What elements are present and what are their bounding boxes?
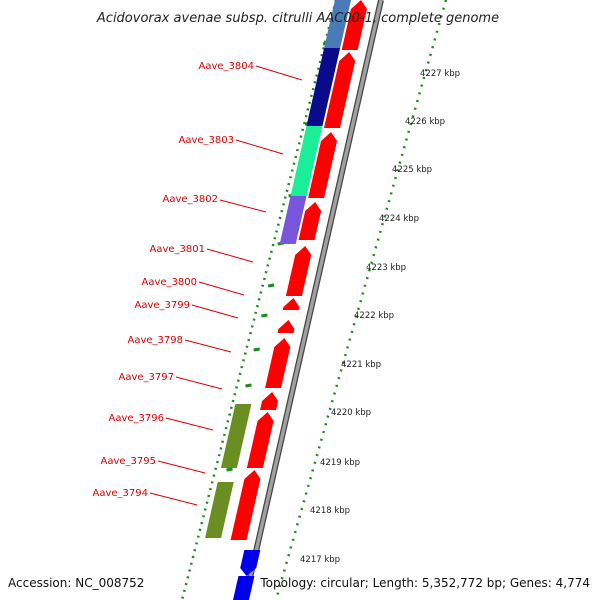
label-connector-6 [191,304,239,319]
forward-gene-2[interactable] [323,52,356,128]
kbp-label-4219: 4219 kbp [320,458,360,468]
gene-label-aave-3794[interactable]: Aave_3794 [93,488,149,499]
inner-tick-track [180,0,338,600]
forward-gene-6[interactable] [282,298,300,310]
feature-steelblue[interactable] [324,0,351,48]
label-connector-10 [157,460,206,474]
label-connector-9 [165,417,214,431]
forward-gene-8[interactable] [265,338,291,388]
forward-gene-11[interactable] [230,470,261,540]
kbp-label-4225: 4225 kbp [392,165,432,175]
kbp-label-4224: 4224 kbp [379,214,419,224]
label-connector-7 [184,339,232,353]
forward-gene-5[interactable] [285,246,312,296]
forward-gene-1[interactable] [341,0,367,50]
gene-label-aave-3798[interactable]: Aave_3798 [128,335,184,346]
label-connector-2 [235,139,284,155]
gene-label-aave-3804[interactable]: Aave_3804 [199,61,255,72]
boundary-tick-5 [267,283,275,288]
kbp-label-4221: 4221 kbp [341,360,381,370]
boundary-tick-8 [245,383,252,388]
boundary-tick-7 [253,347,260,352]
kbp-label-4220: 4220 kbp [331,408,371,418]
feature-blue-2[interactable] [233,576,255,600]
gene-label-aave-3800[interactable]: Aave_3800 [142,277,198,288]
topology-text: Topology: circular; Length: 5,352,772 bp… [259,576,590,590]
label-connector-4 [206,248,254,263]
gene-label-aave-3796[interactable]: Aave_3796 [109,413,165,424]
label-connector-3 [219,199,267,213]
forward-gene-4[interactable] [298,202,322,240]
forward-gene-10[interactable] [246,412,274,468]
gene-label-aave-3801[interactable]: Aave_3801 [150,244,206,255]
feature-track [205,0,367,600]
feature-olive-1[interactable] [220,404,252,468]
gene-label-connectors [149,65,303,506]
boundary-tick-11 [226,467,233,472]
kbp-label-4227: 4227 kbp [420,69,460,79]
label-connector-1 [255,65,303,81]
gene-label-aave-3799[interactable]: Aave_3799 [135,300,191,311]
kbp-label-4222: 4222 kbp [354,311,394,321]
feature-olive-2[interactable] [205,482,234,538]
map-title: Acidovorax avenae subsp. citrulli AAC00-… [96,11,499,26]
feature-blue-1[interactable] [240,550,261,576]
kbp-label-4226: 4226 kbp [405,117,445,127]
gene-label-aave-3803[interactable]: Aave_3803 [179,135,235,146]
kbp-label-4217: 4217 kbp [300,555,340,565]
kbp-label-4218: 4218 kbp [310,506,350,516]
gene-label-aave-3795[interactable]: Aave_3795 [101,456,157,467]
forward-gene-9[interactable] [260,392,279,410]
gene-label-aave-3802[interactable]: Aave_3802 [163,194,219,205]
boundary-tick-6 [261,313,268,318]
label-connector-11 [149,492,198,506]
feature-navy[interactable] [306,48,341,126]
label-connector-5 [198,281,245,296]
gene-label-aave-3797[interactable]: Aave_3797 [119,372,175,383]
forward-gene-7[interactable] [277,320,295,333]
forward-gene-3[interactable] [308,132,338,198]
accession-text: Accession: NC_008752 [8,576,144,590]
kbp-label-4223: 4223 kbp [366,263,406,273]
feature-purple[interactable] [279,196,307,244]
backbone [243,0,383,600]
label-connector-8 [175,376,223,390]
feature-green[interactable] [290,126,323,196]
